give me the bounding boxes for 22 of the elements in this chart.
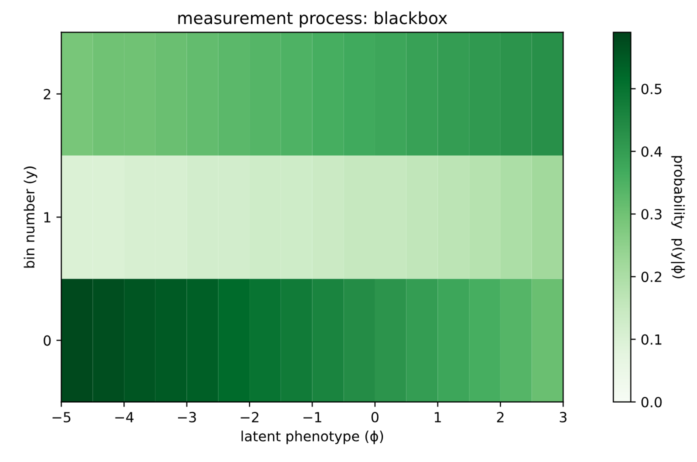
x-tick-label: −1 [303, 412, 322, 422]
x-tick-label: −2 [240, 412, 258, 422]
color-bar-title: probability p(y|ϕ) [670, 156, 685, 278]
color-bar-label: 0.1 [641, 334, 662, 345]
color-bar-label: 0.0 [641, 396, 662, 408]
x-tick-label: 3 [560, 412, 566, 422]
y-tick-label: 0 [44, 335, 51, 346]
color-bar-label: 0.3 [641, 208, 662, 220]
x-tick-label: 2 [497, 412, 504, 422]
x-tick-label: −4 [115, 412, 134, 422]
y-tick-label: 1 [44, 212, 50, 222]
color-bar-label: 0.2 [641, 272, 662, 282]
x-tick-label: −3 [178, 412, 196, 422]
x-axis-title: latent phenotype (ϕ) [242, 430, 384, 444]
x-tick-label: 1 [434, 412, 441, 422]
color-bar-label: 0.4 [641, 146, 662, 157]
y-tick-label: 2 [44, 88, 50, 100]
chart-title: measurement process: blackbox [178, 11, 448, 28]
color-bar-label: 0.5 [641, 84, 662, 94]
y-axis-title: bin number (y) [24, 166, 38, 268]
x-tick-label: −5 [52, 412, 70, 422]
x-tick-label: 0 [371, 412, 378, 422]
